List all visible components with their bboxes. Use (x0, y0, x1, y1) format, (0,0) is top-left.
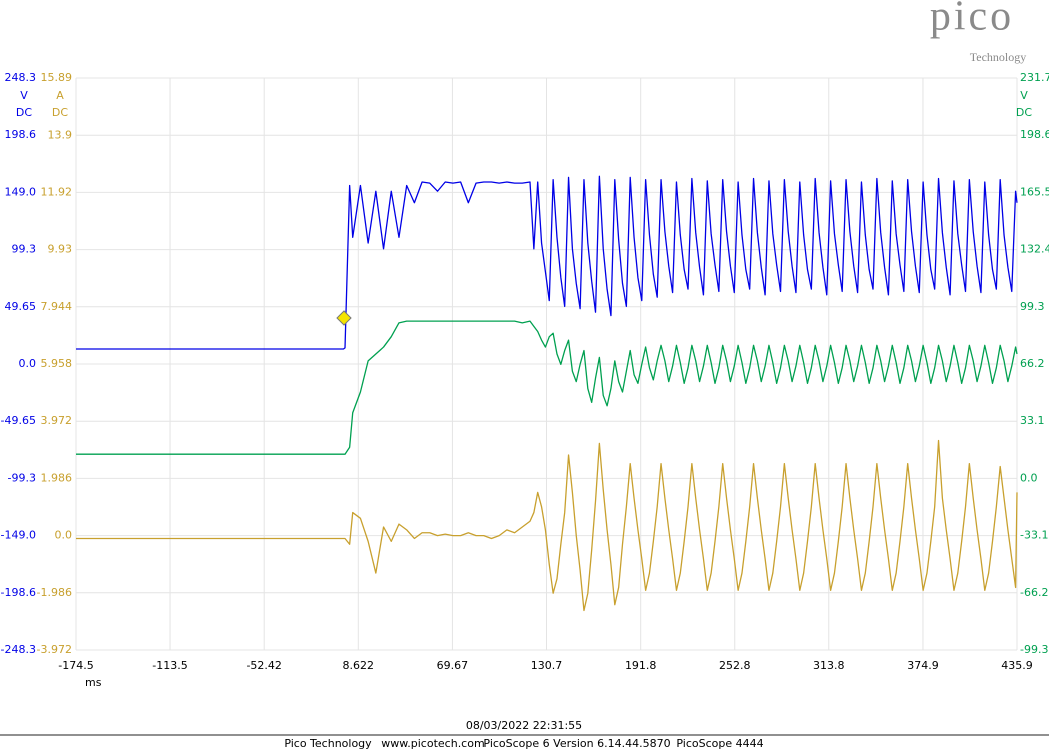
x-tick-label: 8.622 (343, 659, 375, 672)
y-tick-label: 0.0 (1020, 471, 1038, 484)
y-tick-label: 9.93 (48, 243, 73, 256)
footer-item: PicoScope 4444 (676, 737, 763, 750)
y-tick-label: 11.92 (41, 185, 73, 198)
x-tick-label: 313.8 (813, 659, 845, 672)
y-tick-label: -3.972 (37, 643, 72, 656)
x-tick-label: 252.8 (719, 659, 751, 672)
y-tick-label: 66.2 (1020, 357, 1045, 370)
y-tick-label: -1.986 (37, 586, 72, 599)
footer-item: Pico Technology (284, 737, 372, 750)
y-tick-label: -198.6 (1, 586, 36, 599)
trace (76, 175, 1018, 350)
y-tick-label: 198.6 (5, 128, 37, 141)
x-axis-label: ms (85, 676, 102, 689)
x-tick-label: 191.8 (625, 659, 657, 672)
x-tick-label: 435.9 (1001, 659, 1033, 672)
axis-unit: V (1020, 89, 1028, 102)
timestamp: 08/03/2022 22:31:55 (466, 719, 582, 732)
y-tick-label: -99.3 (8, 471, 36, 484)
axis-coupling: DC (16, 106, 32, 119)
x-tick-label: -113.5 (152, 659, 187, 672)
x-tick-label: 69.67 (437, 659, 469, 672)
y-tick-label: 3.972 (41, 414, 73, 427)
y-tick-label: 5.958 (41, 357, 73, 370)
x-tick-label: -52.42 (246, 659, 281, 672)
y-tick-label: 0.0 (19, 357, 37, 370)
y-tick-label: 149.0 (5, 185, 37, 198)
y-tick-label: 33.1 (1020, 414, 1045, 427)
axis-unit: A (56, 89, 64, 102)
x-tick-label: 374.9 (907, 659, 939, 672)
y-tick-label: 198.6 (1020, 128, 1049, 141)
axis-coupling: DC (52, 106, 68, 119)
y-tick-label: 49.65 (5, 300, 37, 313)
y-tick-label: 231.7 (1020, 71, 1049, 84)
y-tick-label: 248.3 (5, 71, 37, 84)
axis-unit: V (20, 89, 28, 102)
y-tick-label: 165.5 (1020, 185, 1049, 198)
y-tick-label: 99.3 (12, 243, 37, 256)
x-tick-label: -174.5 (58, 659, 93, 672)
trace (76, 439, 1018, 612)
y-tick-label: 7.944 (41, 300, 73, 313)
trace (76, 320, 1018, 455)
y-tick-label: 0.0 (55, 529, 73, 542)
logo-name: pico (930, 0, 1014, 40)
x-tick-label: 130.7 (531, 659, 563, 672)
y-tick-label: -49.65 (1, 414, 36, 427)
y-tick-label: -33.1 (1020, 529, 1048, 542)
y-tick-label: 13.9 (48, 128, 73, 141)
logo-tagline: Technology (970, 50, 1026, 64)
y-tick-label: 99.3 (1020, 300, 1045, 313)
y-tick-label: 1.986 (41, 471, 73, 484)
footer-item: www.picotech.com (381, 737, 484, 750)
trigger-marker (336, 310, 352, 326)
y-tick-label: 15.89 (41, 71, 73, 84)
axis-coupling: DC (1016, 106, 1032, 119)
y-tick-label: -149.0 (1, 529, 36, 542)
y-tick-label: 132.4 (1020, 243, 1049, 256)
y-tick-label: -99.3 (1020, 643, 1048, 656)
y-tick-label: -66.2 (1020, 586, 1048, 599)
footer-item: PicoScope 6 Version 6.14.44.5870 (483, 737, 670, 750)
y-tick-label: -248.3 (1, 643, 36, 656)
